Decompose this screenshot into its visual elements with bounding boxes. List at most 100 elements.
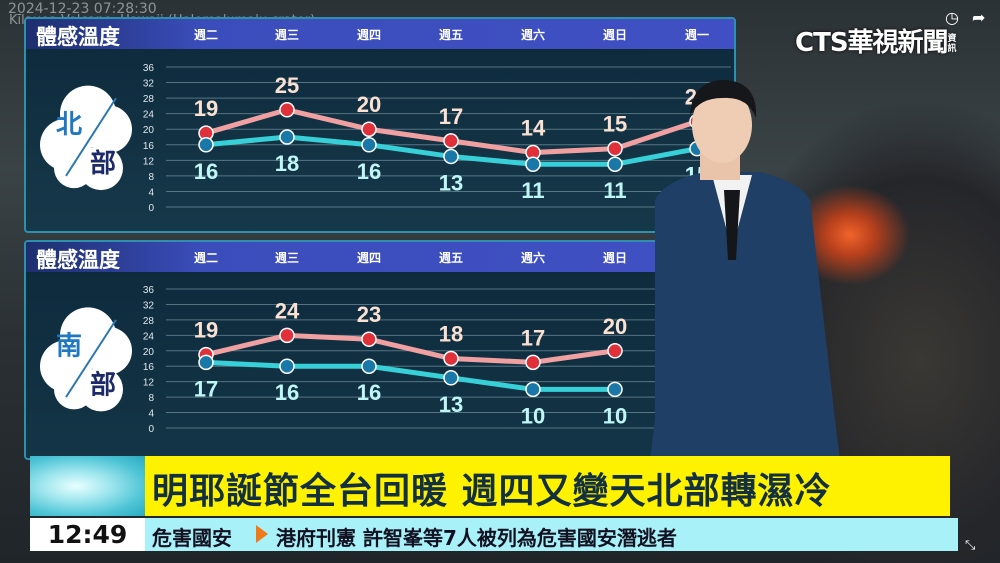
y-tick-label: 8 [148,393,154,404]
high-temp-point [279,327,295,344]
high-temp-label: 20 [357,92,381,117]
low-temp-point [198,137,214,153]
y-tick-label: 32 [143,300,155,311]
high-temp-point [525,354,541,371]
y-tick-label: 12 [143,378,155,389]
low-temp-point [607,381,623,398]
headline-banner: 明耶誕節全台回暖 週四又變天北部轉濕冷 [30,456,950,516]
logo-sub: 資訊 [947,33,957,54]
day-label: 週三 [274,251,299,265]
low-temp-label: 10 [603,403,627,428]
low-temp-point [361,137,377,153]
video-timestamp: 2024-12-23 07:28:30 [8,1,157,17]
low-temp-point [443,370,459,386]
chart-title: 體感溫度 [36,25,120,49]
y-tick-label: 16 [143,141,155,152]
high-temp-label: 23 [357,302,381,327]
y-tick-label: 20 [143,347,155,358]
low-temp-label: 16 [275,380,299,405]
cloud-divider [65,97,117,177]
low-temp-label: 17 [194,376,218,401]
y-tick-label: 28 [143,316,155,327]
cloud-divider [65,319,117,398]
low-temp-label: 10 [521,403,545,428]
cloud-shape [84,326,132,375]
y-tick-label: 36 [143,285,155,296]
ticker-time: 12:49 [30,518,145,551]
high-temp-label: 15 [603,112,627,137]
north-feels-like-chart: 體感溫度 04812162024283236北部1925201714152216… [24,17,736,233]
region-label: 南 [56,332,82,362]
low-temp-point [279,358,295,374]
high-temp-label: 17 [439,104,463,129]
low-temp-label: 11 [603,178,626,203]
y-tick-label: 0 [148,203,154,214]
headline-text: 明耶誕節全台回暖 週四又變天北部轉濕冷 [152,471,832,512]
south-feels-like-chart: 體感溫度 0 4 8 12 16 20 24 28 32 36 南部 19 24 23 18 17 20 17 16… [24,240,736,460]
day-label: 週日 [602,251,627,265]
low-temp-label: 16 [194,159,218,184]
play-arrow-icon [256,525,268,543]
y-tick-label: 8 [148,172,154,183]
chart-title: 體感溫度 [36,248,120,272]
day-label: 週二 [193,251,218,265]
high-temp-label: 18 [439,322,463,347]
low-temp-label: 13 [439,170,463,195]
day-label: 週三 [274,28,299,42]
y-tick-label: 4 [148,409,154,420]
region-cloud-icon: 北部 [40,85,132,191]
day-label: 週六 [520,251,545,265]
fullscreen-icon[interactable]: ⤡ [965,538,976,553]
low-temp-label: 18 [275,151,299,176]
logo-text: CTS華視新聞 [795,28,949,58]
day-label: 週五 [438,251,463,265]
ticker-text: 港府刊憲 許智峯等7人被列為危害國安潛逃者 [276,526,677,550]
swirl-graphic [30,456,145,516]
day-label: 週五 [438,28,463,42]
high-temp-label: 17 [521,325,545,350]
high-temp-label: 14 [521,116,546,141]
y-tick-label: 28 [143,94,155,105]
y-tick-label: 24 [143,331,155,342]
high-temp-point [607,343,623,359]
high-temp-label: 25 [275,73,299,98]
high-temp-line [205,332,616,365]
low-temp-point [525,381,541,398]
news-ticker: 12:49 危害國安 港府刊憲 許智峯等7人被列為危害國安潛逃者 [30,518,958,551]
chart-header [26,19,734,49]
y-tick-label: 12 [143,156,155,167]
cts-news-logo: CTS華視新聞資訊 [795,22,958,59]
clock-icon[interactable]: ◷ [945,8,959,27]
y-tick-label: 32 [143,79,155,90]
region-label: 部 [90,149,116,179]
low-temp-point [443,148,459,165]
region-label: 部 [90,370,116,400]
cloud-shape [84,105,132,154]
day-label: 週四 [356,28,381,42]
ticker-topic: 危害國安 [152,526,232,550]
chart-plot: 0 4 8 12 16 20 24 28 32 36 南部 19 24 23 18 17 20 17 16 16 13 1… [40,285,731,435]
low-temp-label: 11 [521,178,544,203]
high-temp-label: 19 [194,96,218,121]
high-temp-point [443,350,459,367]
low-temp-point [279,129,295,145]
day-label: 週二 [193,28,218,42]
high-temp-point [361,331,377,347]
region-label: 北 [56,110,82,140]
chart-plot: 04812162024283236北部192520171415221618161… [40,63,731,214]
y-tick-label: 4 [148,187,154,198]
cloud-shape [79,146,123,191]
low-temp-line [205,359,615,392]
low-temp-point [525,156,541,172]
day-label: 週六 [520,28,545,42]
day-label: 週日 [602,28,627,42]
share-arrow-icon[interactable]: ➦ [972,8,986,27]
y-tick-label: 16 [143,362,155,373]
high-temp-point [607,140,623,157]
y-tick-label: 0 [148,424,154,435]
low-temp-point [361,358,377,374]
high-temp-point [361,121,377,137]
low-temp-label: 16 [357,159,381,184]
day-label: 週一 [684,28,709,42]
